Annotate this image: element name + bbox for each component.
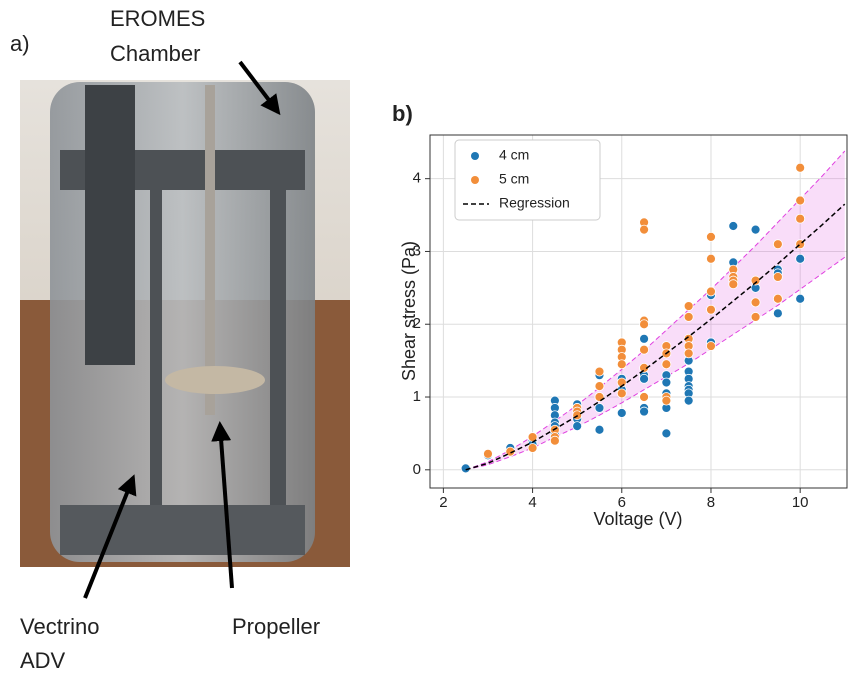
y-tick-label: 3: [413, 242, 421, 259]
point: [639, 333, 649, 344]
x-tick-label: 10: [792, 494, 809, 511]
x-axis-label: Voltage (V): [593, 509, 682, 529]
point: [639, 224, 649, 235]
x-tick-label: 4: [528, 494, 536, 511]
point: [772, 293, 783, 304]
point: [728, 221, 739, 231]
point: [795, 162, 806, 173]
arrow: [238, 60, 281, 116]
point: [706, 341, 716, 351]
point: [594, 366, 605, 377]
point: [772, 239, 783, 250]
point: [795, 213, 806, 224]
point: [661, 377, 672, 388]
point: [639, 319, 649, 330]
point: [616, 408, 627, 418]
legend-label: 5 cm: [499, 171, 529, 187]
panel-label: a): [10, 31, 30, 56]
point: [683, 312, 694, 322]
point: [661, 359, 672, 370]
x-tick-label: 2: [439, 494, 447, 511]
legend-box: [454, 139, 601, 221]
y-tick-label: 4: [413, 170, 421, 187]
point: [772, 308, 783, 319]
point: [572, 421, 583, 432]
annotation: Propeller: [232, 614, 320, 639]
point: [706, 253, 716, 264]
point: [594, 392, 605, 402]
y-tick-label: 0: [413, 461, 421, 478]
arrow: [211, 421, 234, 589]
point: [706, 231, 716, 242]
legend-marker: [471, 176, 479, 184]
point: [750, 312, 761, 322]
arrow: [83, 474, 137, 599]
plot: 2 4 6 8 10 0 1 2 3 4 4 cm 5 cm Regression: [413, 134, 848, 511]
point: [772, 272, 783, 282]
point: [683, 348, 694, 359]
point: [594, 424, 605, 435]
y-axis-label: Shear stress (Pa): [399, 241, 419, 381]
y-tick-label: 1: [413, 388, 421, 405]
annotation: Chamber: [110, 41, 200, 66]
x-tick-label: 6: [618, 494, 626, 511]
point: [683, 395, 694, 406]
point: [795, 293, 806, 304]
panel-label: b): [392, 101, 413, 126]
annotation: ADV: [20, 648, 66, 673]
annotation: Vectrino: [20, 614, 100, 639]
point: [706, 286, 716, 297]
point: [728, 279, 739, 290]
point: [639, 363, 649, 373]
point: [639, 373, 649, 384]
point: [750, 275, 761, 286]
regression-line: [465, 203, 846, 471]
point: [750, 297, 761, 308]
point: [750, 224, 761, 235]
point: [661, 395, 672, 406]
point: [639, 392, 649, 402]
point: [594, 403, 605, 413]
legend-label: Regression: [499, 195, 570, 211]
y-tick-label: 2: [413, 315, 421, 332]
point: [594, 381, 605, 392]
point: [483, 448, 493, 459]
point: [795, 253, 806, 264]
plot-frame: [429, 134, 848, 489]
legend-label: 4 cm: [499, 147, 529, 163]
point: [639, 406, 649, 417]
confidence-band: [465, 151, 845, 470]
point: [639, 344, 649, 355]
point: [661, 428, 672, 439]
x-tick-label: 8: [707, 494, 715, 511]
legend-marker: [471, 152, 479, 160]
point: [527, 443, 538, 453]
point: [706, 304, 716, 315]
point: [549, 435, 560, 446]
point: [683, 301, 694, 311]
photo: [20, 80, 350, 567]
annotation: EROMES: [110, 6, 205, 31]
point: [616, 388, 627, 399]
point: [616, 359, 627, 370]
point: [795, 195, 806, 206]
